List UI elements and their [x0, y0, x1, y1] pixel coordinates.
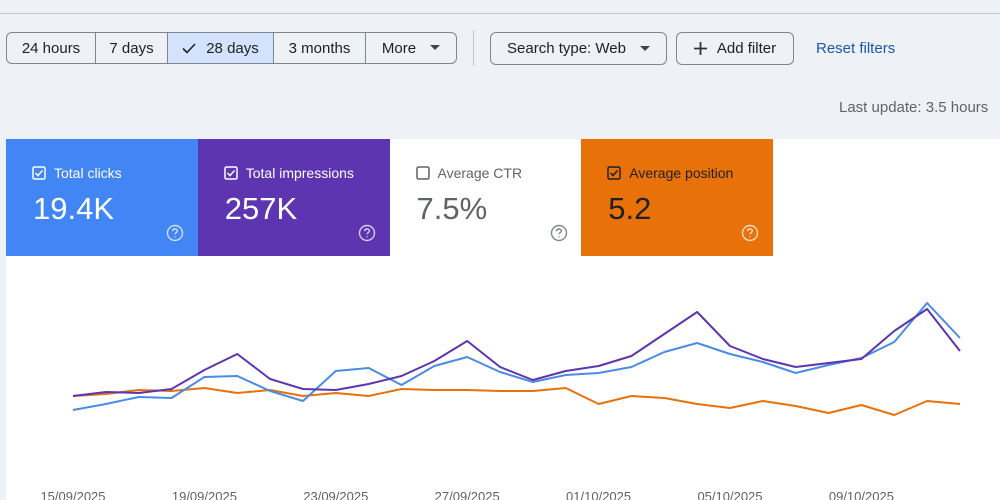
search-type-button[interactable]: Search type: Web [490, 32, 667, 65]
card-label: Average position [629, 165, 734, 181]
series-line [72, 308, 961, 397]
card-value: 5.2 [608, 191, 652, 226]
metric-card[interactable]: Average position 5.2 [581, 139, 774, 256]
checkbox[interactable] [607, 166, 621, 180]
card-label: Total clicks [54, 165, 122, 181]
x-tick-label: 15/09/2025 [40, 489, 105, 500]
range-label: More [381, 39, 417, 57]
checkbox[interactable] [224, 166, 238, 180]
card-label-row: Total impressions [224, 165, 390, 181]
caret [639, 45, 650, 51]
x-tick-label: 05/10/2025 [697, 489, 762, 500]
x-tick-label: 09/10/2025 [829, 489, 894, 500]
card-value: 257K [224, 191, 298, 226]
divider [473, 30, 474, 66]
card-value: 7.5% [416, 191, 488, 226]
last-update: Last update: 3.5 hours [839, 99, 989, 116]
x-tick-label: 23/09/2025 [303, 489, 368, 500]
metric-card[interactable]: Total clicks 19.4K [6, 139, 198, 256]
caret [430, 45, 441, 50]
card-label-row: Average position [607, 165, 773, 181]
range-label: 3 months [288, 39, 351, 57]
help-icon[interactable] [550, 224, 568, 242]
range-label: 28 days [206, 39, 259, 57]
range-option[interactable]: 7 days [95, 32, 168, 64]
range-option[interactable]: 28 days [167, 32, 274, 64]
range-option[interactable]: 24 hours [6, 32, 96, 64]
card-label-row: Total clicks [32, 165, 198, 181]
checkbox[interactable] [32, 166, 46, 180]
add-filter-label: Add filter [716, 40, 777, 57]
help-icon[interactable] [741, 224, 759, 242]
help-icon[interactable] [358, 224, 376, 242]
range-label: 24 hours [21, 39, 81, 57]
add-filter-button[interactable]: Add filter [676, 32, 794, 65]
range-label: 7 days [109, 39, 154, 57]
x-tick-label: 19/09/2025 [172, 489, 237, 500]
series-line [72, 302, 961, 411]
card-label: Average CTR [437, 165, 523, 181]
series-line [72, 387, 961, 416]
search-type-label: Search type: Web [507, 40, 626, 57]
metric-card[interactable]: Average CTR 7.5% [389, 139, 582, 256]
card-value: 19.4K [33, 191, 115, 226]
metric-card[interactable]: Total impressions 257K [197, 139, 390, 256]
x-tick-label: 27/09/2025 [435, 489, 500, 500]
card-label-row: Average CTR [415, 165, 582, 181]
x-tick-label: 01/10/2025 [566, 489, 631, 500]
check-icon [182, 42, 196, 54]
plus-icon [693, 42, 707, 55]
checkbox[interactable] [415, 166, 430, 180]
card-label: Total impressions [245, 165, 354, 181]
top-rule [0, 13, 1000, 14]
reset-filters[interactable]: Reset filters [816, 40, 896, 57]
help-icon[interactable] [166, 224, 184, 242]
range-option[interactable]: More [365, 32, 457, 64]
